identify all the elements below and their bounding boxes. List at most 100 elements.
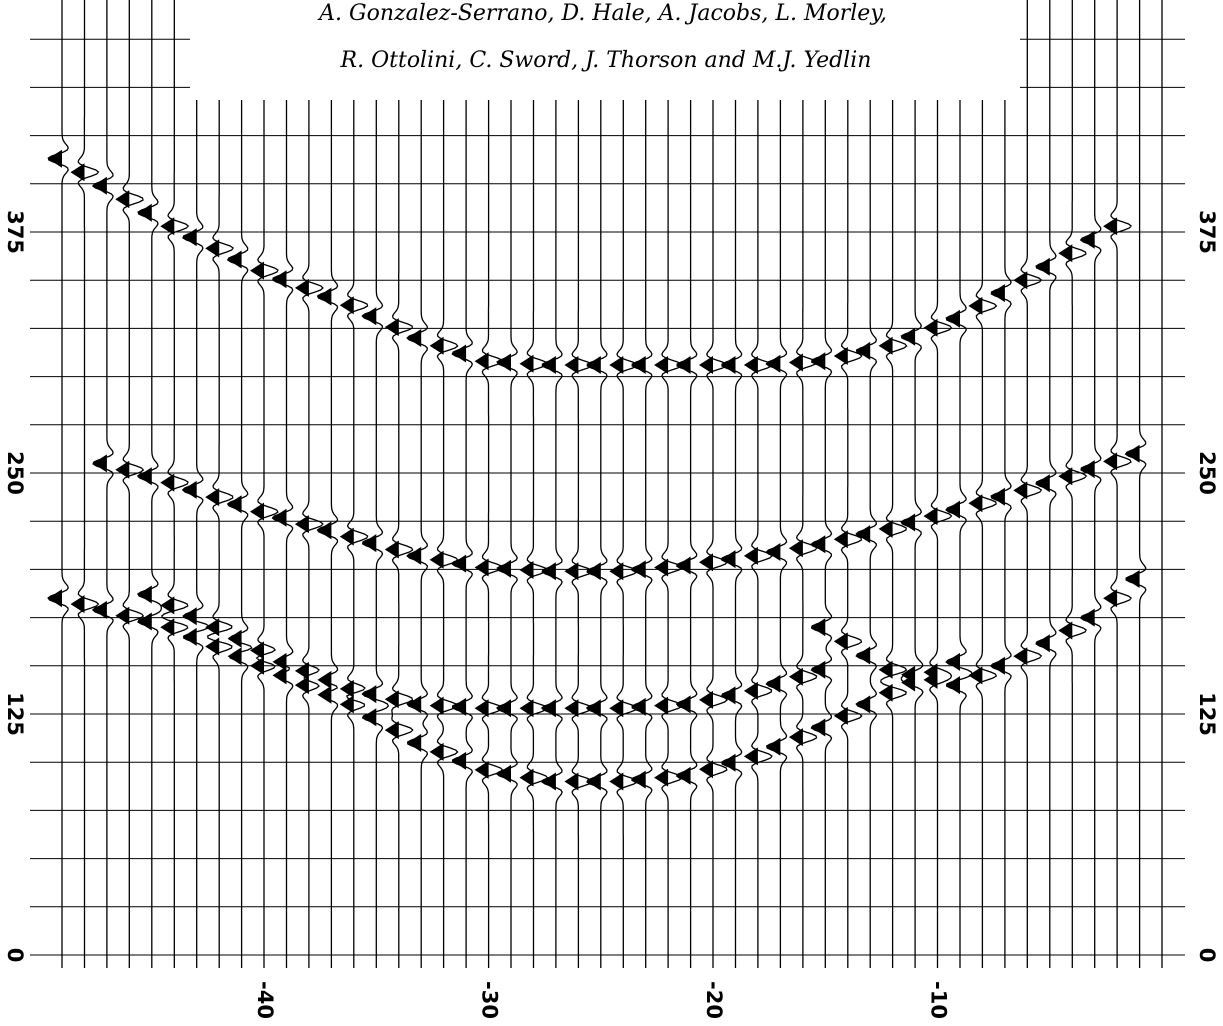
credits-line-2: R. Ottolini, C. Sword, J. Thorson and M.… (340, 48, 872, 73)
trace-fill (856, 341, 871, 714)
trace (1013, 0, 1043, 968)
trace-wiggle (945, 0, 973, 968)
trace (496, 0, 518, 968)
trace (205, 0, 235, 968)
trace-wiggle (880, 0, 908, 968)
trace (160, 0, 190, 968)
trace-fill (48, 149, 62, 608)
trace-fill (1058, 244, 1073, 640)
trace-fill (564, 356, 579, 791)
trace-wiggle (345, 0, 369, 968)
credits-background (190, 0, 1020, 100)
trace (833, 0, 863, 968)
trace (765, 0, 788, 968)
trace-fill (317, 287, 332, 704)
trace (294, 0, 324, 968)
wiggle-traces (47, 0, 1163, 968)
trace (181, 0, 210, 968)
trace-fill (227, 250, 242, 666)
trace-wiggle (77, 0, 100, 968)
trace-fill (788, 353, 803, 747)
trace-wiggle (929, 0, 953, 968)
trace (384, 0, 414, 968)
trace-fill (833, 347, 848, 725)
trace-wiggle (616, 0, 639, 968)
trace-fill (1080, 230, 1095, 627)
trace-wiggle (361, 0, 390, 968)
trace-fill (923, 318, 938, 689)
trace (271, 0, 294, 968)
trace (788, 0, 818, 968)
trace-wiggle (540, 0, 563, 968)
trace-wiggle (226, 0, 253, 968)
trace-fill (497, 353, 511, 783)
trace-wiggle (855, 0, 878, 968)
trace-fill (676, 356, 691, 785)
trace-fill (294, 278, 309, 695)
trace-wiggle (391, 0, 414, 968)
trace-wiggle (206, 0, 235, 968)
trace-fill (901, 327, 916, 692)
trace (250, 0, 279, 968)
trace-wiggle (750, 0, 773, 968)
trace-wiggle (989, 0, 1012, 968)
trace (720, 0, 743, 968)
trace-wiggle (136, 0, 163, 968)
y-tick-label: 125 (1195, 692, 1219, 736)
y-tick-label: 250 (1195, 451, 1219, 495)
trace (1124, 0, 1147, 968)
trace-wiggle (975, 0, 998, 968)
trace-wiggle (630, 0, 653, 968)
y-tick-label: 375 (3, 210, 27, 254)
trace-wiggle (795, 0, 818, 968)
trace (564, 0, 594, 968)
trace (1079, 0, 1102, 968)
trace (226, 0, 253, 968)
trace-wiggle (47, 0, 69, 968)
trace-fill (407, 329, 422, 752)
trace-wiggle (840, 0, 863, 968)
trace-wiggle (526, 0, 549, 968)
trace-fill (811, 352, 826, 737)
trace-wiggle (406, 0, 429, 968)
trace-wiggle (571, 0, 594, 968)
trace-wiggle (720, 0, 743, 968)
trace-fill (362, 307, 377, 727)
trace-fill (384, 318, 399, 740)
trace-fill (115, 190, 130, 625)
x-tick-label: -40 (253, 981, 277, 1019)
trace-fill (699, 356, 713, 779)
trace-fill (1103, 217, 1118, 608)
trace-wiggle (900, 0, 924, 968)
trace-fill (70, 163, 85, 614)
trace-fill (205, 239, 220, 656)
trace-fill (946, 309, 960, 695)
trace (70, 0, 100, 968)
trace (429, 0, 459, 968)
trace-fill (654, 356, 669, 787)
trace-wiggle (316, 0, 339, 968)
trace (519, 0, 549, 968)
trace-fill (272, 270, 287, 685)
trace-fill (137, 203, 152, 631)
trace-wiggle (1124, 0, 1147, 968)
trace (989, 0, 1012, 968)
trace (945, 0, 973, 968)
trace-wiggle (91, 0, 114, 968)
trace-wiggle (255, 0, 279, 968)
trace (91, 0, 114, 968)
trace (630, 0, 653, 968)
trace (136, 0, 163, 968)
trace (699, 0, 728, 968)
trace-wiggle (1065, 0, 1088, 968)
trace (878, 0, 908, 968)
trace-fill (743, 356, 758, 766)
trace (609, 0, 639, 968)
x-tick-labels: -40 -30 -20 -10 (253, 981, 951, 1019)
trace (47, 0, 69, 968)
trace (810, 0, 833, 968)
trace-wiggle (271, 0, 294, 968)
trace-fill (766, 354, 781, 756)
trace (540, 0, 563, 968)
trace (1103, 0, 1133, 968)
